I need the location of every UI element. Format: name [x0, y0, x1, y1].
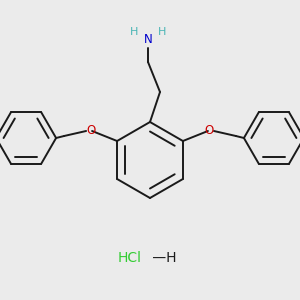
Text: H: H	[158, 27, 166, 37]
Text: H: H	[130, 27, 138, 37]
Text: O: O	[86, 124, 96, 136]
Text: HCl: HCl	[118, 251, 142, 265]
Text: —H: —H	[148, 251, 176, 265]
Text: O: O	[204, 124, 214, 136]
Text: N: N	[144, 33, 152, 46]
